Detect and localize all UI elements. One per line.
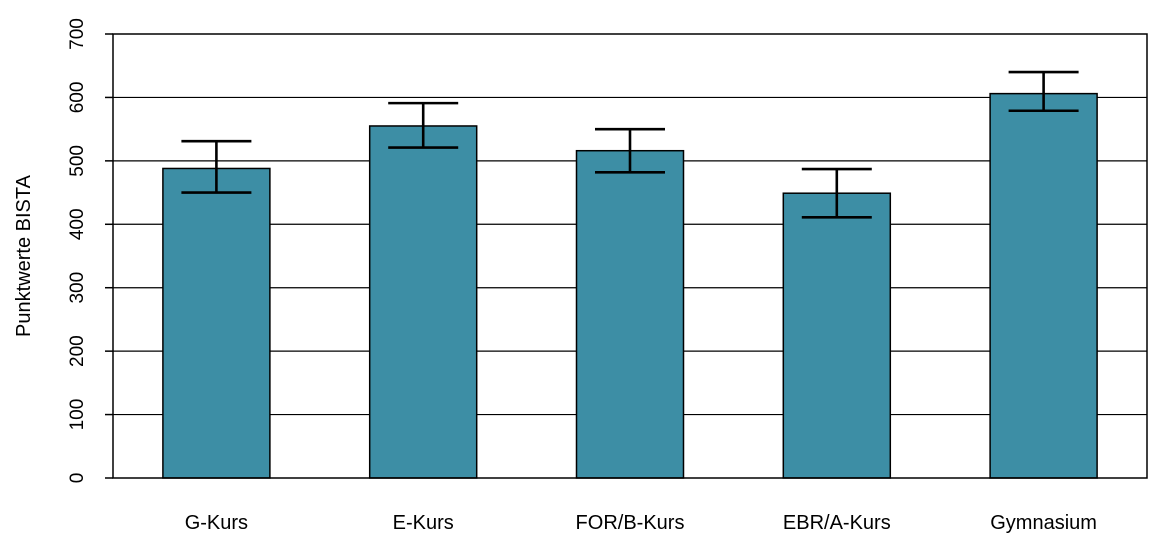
- bar: [368, 125, 478, 479]
- y-tick-label: 100: [67, 399, 88, 431]
- bar: [782, 192, 892, 479]
- x-axis-labels: G-Kurs E-Kurs FOR/B-Kurs EBR/A-Kurs Gymnasiu…: [185, 512, 1097, 533]
- x-category-label: FOR/B-Kurs: [576, 512, 685, 533]
- bar: [575, 149, 685, 479]
- y-tick-label: 300: [67, 272, 88, 304]
- y-tick-label: 500: [67, 145, 88, 177]
- error-bars: [181, 70, 1079, 219]
- y-tick-label: 0: [67, 473, 88, 484]
- y-axis-ticks: 0 100 200 300 400 500 600 700: [67, 18, 113, 483]
- y-tick-label: 400: [67, 208, 88, 240]
- y-tick-label: 600: [67, 82, 88, 114]
- bar: [989, 92, 1098, 479]
- y-tick-label: 200: [67, 335, 88, 367]
- y-tick-label: 700: [67, 18, 88, 50]
- y-axis-title: Punktwerte BISTA: [13, 174, 35, 337]
- bar: [162, 167, 271, 479]
- x-category-label: Gymnasium: [990, 512, 1097, 533]
- plot-frame: [112, 33, 1148, 479]
- x-category-label: EBR/A-Kurs: [783, 512, 891, 533]
- x-category-label: E-Kurs: [393, 512, 454, 533]
- x-category-label: G-Kurs: [185, 512, 248, 533]
